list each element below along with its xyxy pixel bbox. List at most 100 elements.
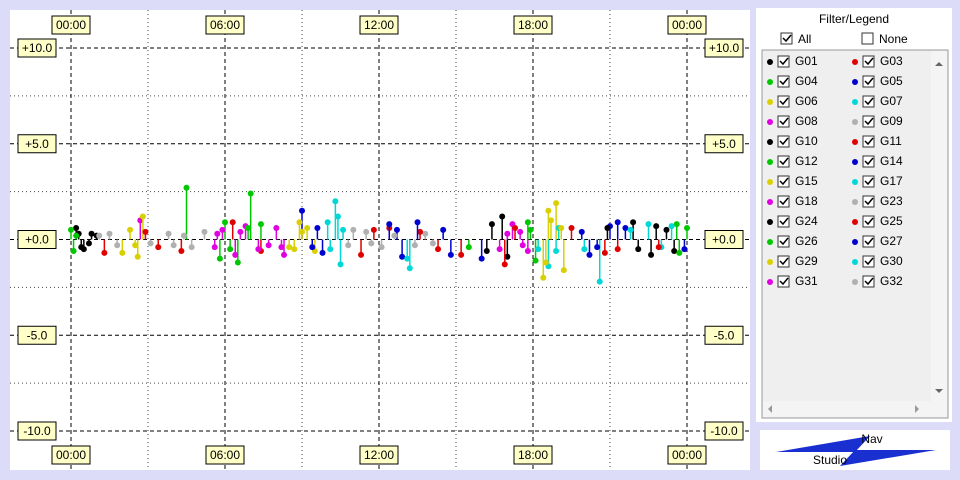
- point-dot: [358, 251, 365, 258]
- point-dot: [404, 255, 411, 262]
- x-tick-label-box: [359, 15, 399, 35]
- legend-label[interactable]: G12: [795, 154, 818, 168]
- legend-label[interactable]: G08: [795, 114, 818, 128]
- legend-label[interactable]: G18: [795, 194, 818, 208]
- scroll-right[interactable]: [915, 405, 919, 413]
- data-point: [358, 239, 365, 258]
- legend-label[interactable]: G01: [795, 54, 818, 68]
- none-checkbox[interactable]: [861, 32, 874, 45]
- legend-label[interactable]: G03: [880, 54, 903, 68]
- legend-label[interactable]: G07: [880, 94, 903, 108]
- data-point: [183, 184, 190, 240]
- point-dot: [291, 246, 298, 253]
- check-mark: [779, 57, 789, 66]
- data-point: [386, 221, 393, 240]
- legend-label[interactable]: G25: [880, 214, 903, 228]
- legend-checkbox[interactable]: [777, 55, 790, 68]
- point-dot: [132, 242, 139, 249]
- data-point: [553, 200, 560, 240]
- legend-label[interactable]: G23: [880, 194, 903, 208]
- y-tick-label-box: [704, 134, 744, 154]
- legend-label[interactable]: G29: [795, 254, 818, 268]
- legend-checkbox[interactable]: [862, 175, 875, 188]
- check-mark: [864, 177, 874, 186]
- legend-checkbox[interactable]: [777, 95, 790, 108]
- none-label[interactable]: None: [879, 32, 908, 46]
- legend-label[interactable]: G09: [880, 114, 903, 128]
- data-point: [309, 239, 316, 251]
- legend-checkbox[interactable]: [862, 55, 875, 68]
- legend-checkbox[interactable]: [777, 275, 790, 288]
- legend-checkbox[interactable]: [777, 175, 790, 188]
- check-mark: [864, 237, 874, 246]
- scrollbar[interactable]: [931, 51, 947, 417]
- legend-label[interactable]: G26: [795, 234, 818, 248]
- point-dot: [478, 255, 485, 262]
- data-point: [304, 225, 311, 240]
- all-label[interactable]: All: [798, 32, 811, 46]
- legend-checkbox[interactable]: [777, 235, 790, 248]
- legend-checkbox[interactable]: [862, 195, 875, 208]
- legend-checkbox[interactable]: [862, 75, 875, 88]
- legend-checkbox[interactable]: [777, 155, 790, 168]
- scroll-up[interactable]: [935, 62, 943, 66]
- scroll-left[interactable]: [768, 405, 772, 413]
- legend-checkbox[interactable]: [862, 215, 875, 228]
- legend-checkbox[interactable]: [862, 155, 875, 168]
- legend-checkbox[interactable]: [862, 135, 875, 148]
- check-mark: [864, 217, 874, 226]
- data-point: [273, 225, 280, 240]
- legend-label[interactable]: G11: [880, 134, 902, 148]
- y-tick-label: -10.0: [23, 424, 51, 438]
- legend-checkbox[interactable]: [777, 195, 790, 208]
- x-tick-label: 06:00: [210, 18, 240, 32]
- legend-checkbox[interactable]: [777, 135, 790, 148]
- scroll-down[interactable]: [935, 389, 943, 393]
- check-mark: [864, 97, 874, 106]
- check-mark: [779, 197, 789, 206]
- legend-checkbox[interactable]: [862, 275, 875, 288]
- legend-label[interactable]: G04: [795, 74, 818, 88]
- point-dot: [216, 255, 223, 262]
- legend-checkbox[interactable]: [777, 75, 790, 88]
- legend-label[interactable]: G06: [795, 94, 818, 108]
- x-tick-label: 00:00: [672, 18, 702, 32]
- legend-label[interactable]: G15: [795, 174, 818, 188]
- data-point: [85, 239, 92, 247]
- data-point: [635, 239, 642, 253]
- point-dot: [504, 230, 511, 237]
- data-point: [604, 225, 611, 240]
- legend-checkbox[interactable]: [862, 95, 875, 108]
- data-point: [219, 226, 226, 240]
- data-point: [458, 239, 465, 258]
- legend-label[interactable]: G24: [795, 214, 818, 228]
- data-point: [132, 239, 139, 249]
- h-scrollbar[interactable]: [763, 401, 931, 417]
- legend-label[interactable]: G05: [880, 74, 903, 88]
- point-dot: [406, 265, 413, 272]
- legend-label[interactable]: G10: [795, 134, 818, 148]
- legend-checkbox[interactable]: [777, 215, 790, 228]
- data-point: [540, 239, 547, 281]
- data-point: [517, 228, 524, 240]
- x-tick-label-box: [667, 445, 707, 465]
- legend-checkbox[interactable]: [777, 115, 790, 128]
- legend-label[interactable]: G31: [795, 274, 818, 288]
- legend-label[interactable]: G27: [880, 234, 903, 248]
- legend-label[interactable]: G32: [880, 274, 903, 288]
- point-dot: [134, 253, 141, 260]
- data-point: [535, 239, 542, 253]
- data-point: [391, 232, 398, 240]
- legend-label[interactable]: G17: [880, 174, 903, 188]
- legend-checkbox[interactable]: [777, 255, 790, 268]
- legend-checkbox[interactable]: [862, 255, 875, 268]
- legend-dot: [852, 279, 858, 285]
- legend-checkbox[interactable]: [862, 235, 875, 248]
- legend-label[interactable]: G30: [880, 254, 903, 268]
- data-point: [399, 239, 406, 260]
- point-dot: [255, 246, 262, 253]
- x-tick-label: 00:00: [56, 18, 86, 32]
- all-checkbox[interactable]: [780, 32, 793, 45]
- legend-checkbox[interactable]: [862, 115, 875, 128]
- legend-label[interactable]: G14: [880, 154, 903, 168]
